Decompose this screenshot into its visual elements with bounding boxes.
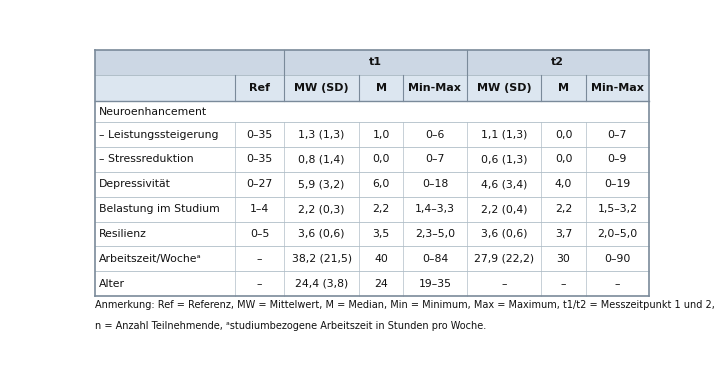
Text: t1: t1	[369, 57, 382, 68]
Bar	[95, 222, 649, 246]
Text: 24,4 (3,8): 24,4 (3,8)	[295, 279, 348, 289]
Text: M: M	[558, 83, 569, 94]
Bar	[95, 246, 649, 271]
Text: 19–35: 19–35	[418, 279, 452, 289]
Text: M: M	[375, 83, 387, 94]
Text: 1,0: 1,0	[372, 130, 390, 140]
Text: MW (SD): MW (SD)	[477, 83, 531, 94]
Text: 1,1 (1,3): 1,1 (1,3)	[481, 130, 527, 140]
Text: 0–19: 0–19	[604, 179, 630, 189]
Text: 2,2 (0,4): 2,2 (0,4)	[481, 204, 527, 214]
Text: 6,0: 6,0	[372, 179, 390, 189]
Bar	[95, 101, 649, 122]
Text: 2,3–5,0: 2,3–5,0	[415, 229, 455, 239]
Bar	[95, 172, 649, 197]
Bar	[95, 122, 649, 147]
Text: 1,3 (1,3): 1,3 (1,3)	[298, 130, 345, 140]
Text: – Leistungssteigerung: – Leistungssteigerung	[99, 130, 218, 140]
Text: Resilienz: Resilienz	[99, 229, 147, 239]
Text: 27,9 (22,2): 27,9 (22,2)	[474, 254, 534, 264]
Text: 3,6 (0,6): 3,6 (0,6)	[298, 229, 345, 239]
Text: – Stressreduktion: – Stressreduktion	[99, 154, 193, 165]
Text: Belastung im Studium: Belastung im Studium	[99, 204, 219, 214]
Text: 1–4: 1–4	[250, 204, 269, 214]
Text: 40: 40	[375, 254, 388, 264]
Text: 0–84: 0–84	[422, 254, 448, 264]
Text: 3,5: 3,5	[372, 229, 390, 239]
Text: –: –	[501, 279, 507, 289]
Text: Depressivität: Depressivität	[99, 179, 171, 189]
Bar	[95, 197, 649, 222]
Bar	[95, 271, 649, 296]
Text: 2,2: 2,2	[372, 204, 390, 214]
Text: 2,2: 2,2	[555, 204, 572, 214]
Text: n = Anzahl Teilnehmende, ᵃstudiumbezogene Arbeitszeit in Stunden pro Woche.: n = Anzahl Teilnehmende, ᵃstudiumbezogen…	[95, 320, 486, 331]
Text: –: –	[560, 279, 566, 289]
Text: 38,2 (21,5): 38,2 (21,5)	[292, 254, 351, 264]
Text: 0–18: 0–18	[422, 179, 448, 189]
Text: 0–35: 0–35	[247, 154, 273, 165]
Text: 3,7: 3,7	[555, 229, 572, 239]
Text: 0,6 (1,3): 0,6 (1,3)	[481, 154, 527, 165]
Text: 3,6 (0,6): 3,6 (0,6)	[481, 229, 527, 239]
Text: 1,4–3,3: 1,4–3,3	[415, 204, 455, 214]
Text: Alter: Alter	[99, 279, 125, 289]
Text: 24: 24	[375, 279, 388, 289]
Text: MW (SD): MW (SD)	[294, 83, 349, 94]
Text: 1,5–3,2: 1,5–3,2	[597, 204, 637, 214]
Text: 30: 30	[557, 254, 571, 264]
Text: Arbeitszeit/Wocheᵃ: Arbeitszeit/Wocheᵃ	[99, 254, 201, 264]
Text: –: –	[614, 279, 620, 289]
Text: t2: t2	[551, 57, 564, 68]
Text: 0–9: 0–9	[608, 154, 627, 165]
Text: Ref: Ref	[249, 83, 270, 94]
Text: 0–90: 0–90	[604, 254, 630, 264]
Text: 2,2 (0,3): 2,2 (0,3)	[298, 204, 345, 214]
Text: –: –	[257, 254, 263, 264]
Bar	[95, 147, 649, 172]
Text: 0,0: 0,0	[555, 154, 572, 165]
Text: 5,9 (3,2): 5,9 (3,2)	[298, 179, 345, 189]
Text: 0,8 (1,4): 0,8 (1,4)	[298, 154, 345, 165]
Text: 2,0–5,0: 2,0–5,0	[597, 229, 637, 239]
Bar	[95, 75, 649, 101]
Text: 0–27: 0–27	[247, 179, 273, 189]
Text: Neuroenhancement: Neuroenhancement	[99, 107, 207, 117]
Text: 0–7: 0–7	[608, 130, 627, 140]
Text: Min-Max: Min-Max	[591, 83, 644, 94]
Text: 0–7: 0–7	[425, 154, 444, 165]
Text: Anmerkung: Ref = Referenz, MW = Mittelwert, M = Median, Min = Minimum, Max = Max: Anmerkung: Ref = Referenz, MW = Mittelwe…	[95, 300, 715, 310]
Text: 0–6: 0–6	[425, 130, 444, 140]
Text: 0–5: 0–5	[250, 229, 269, 239]
Bar	[95, 50, 649, 75]
Text: 0,0: 0,0	[372, 154, 390, 165]
Text: Min-Max: Min-Max	[409, 83, 461, 94]
Text: 4,0: 4,0	[555, 179, 572, 189]
Text: 4,6 (3,4): 4,6 (3,4)	[481, 179, 527, 189]
Text: 0–35: 0–35	[247, 130, 273, 140]
Text: 0,0: 0,0	[555, 130, 572, 140]
Text: –: –	[257, 279, 263, 289]
